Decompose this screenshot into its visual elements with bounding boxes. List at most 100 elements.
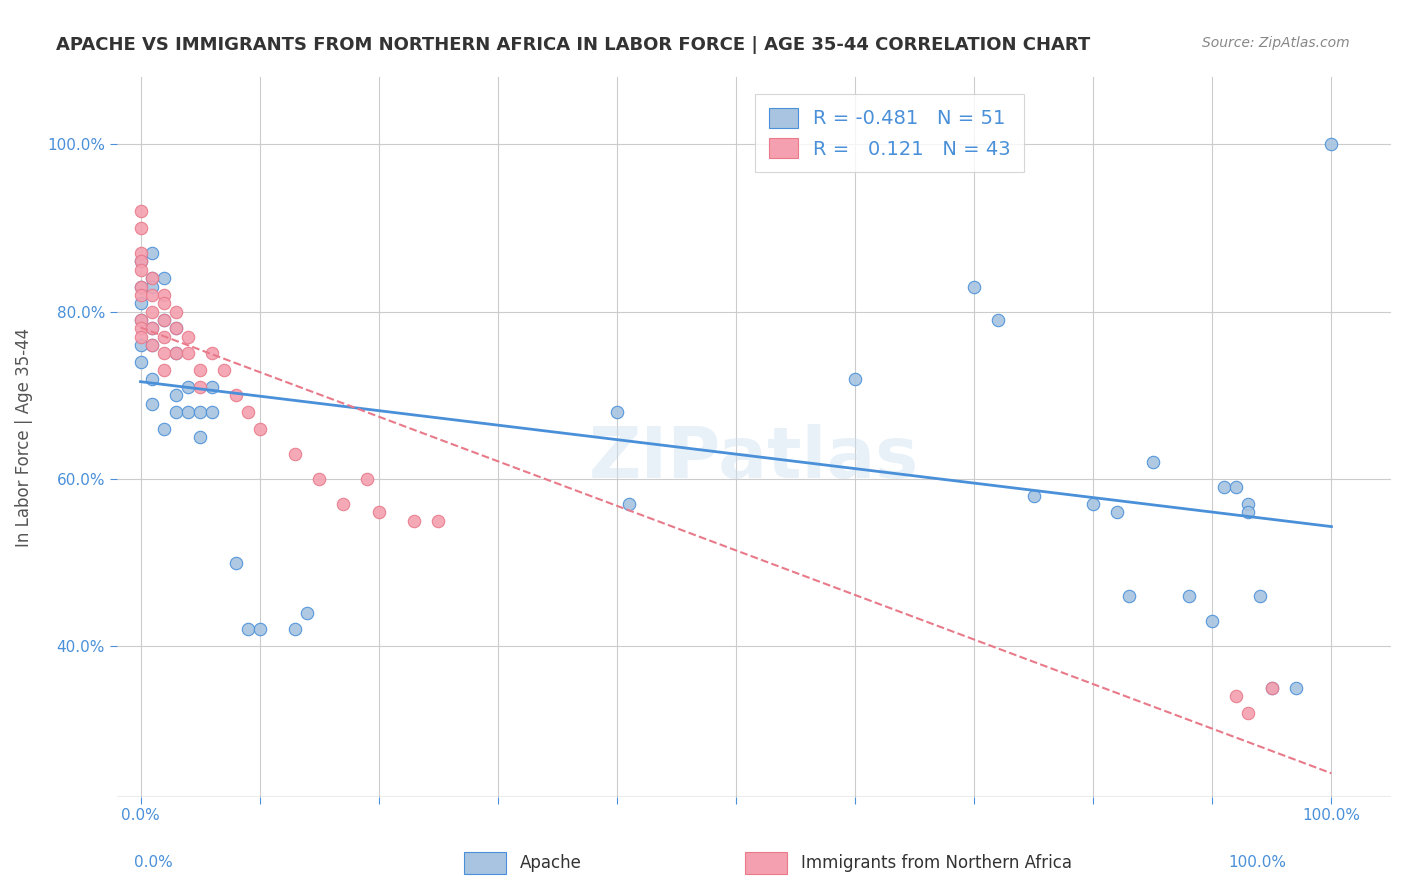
Point bbox=[141, 338, 163, 352]
Point bbox=[617, 497, 640, 511]
Point bbox=[225, 388, 247, 402]
Point bbox=[129, 288, 152, 302]
Point bbox=[153, 288, 176, 302]
Point bbox=[1237, 497, 1260, 511]
Point bbox=[212, 363, 235, 377]
Point bbox=[129, 204, 152, 219]
Point bbox=[1261, 681, 1284, 695]
Point bbox=[1225, 480, 1247, 494]
Point bbox=[165, 321, 187, 335]
Point bbox=[284, 447, 307, 461]
Point bbox=[1083, 497, 1105, 511]
Point bbox=[141, 288, 163, 302]
Point bbox=[141, 271, 163, 285]
Point bbox=[188, 380, 211, 394]
Point bbox=[1118, 589, 1140, 603]
Point bbox=[129, 338, 152, 352]
Point bbox=[332, 497, 354, 511]
Point bbox=[141, 321, 163, 335]
Point bbox=[356, 472, 378, 486]
Point bbox=[129, 254, 152, 268]
Point bbox=[963, 279, 986, 293]
Point bbox=[165, 346, 187, 360]
Point bbox=[1022, 489, 1045, 503]
Point bbox=[404, 514, 426, 528]
Point bbox=[188, 363, 211, 377]
Point bbox=[367, 505, 389, 519]
Point bbox=[177, 405, 200, 419]
Point bbox=[141, 338, 163, 352]
Y-axis label: In Labor Force | Age 35-44: In Labor Force | Age 35-44 bbox=[15, 327, 32, 547]
Legend: R = -0.481   N = 51, R =   0.121   N = 43: R = -0.481 N = 51, R = 0.121 N = 43 bbox=[755, 95, 1025, 172]
Point bbox=[129, 296, 152, 310]
Point bbox=[129, 329, 152, 343]
Point bbox=[129, 254, 152, 268]
Point bbox=[844, 371, 866, 385]
Point bbox=[987, 313, 1010, 327]
Point bbox=[153, 271, 176, 285]
Point bbox=[1225, 690, 1247, 704]
Point bbox=[141, 271, 163, 285]
Point bbox=[129, 262, 152, 277]
Point bbox=[165, 304, 187, 318]
Point bbox=[165, 346, 187, 360]
Point bbox=[236, 623, 259, 637]
Point bbox=[1201, 614, 1223, 628]
Point bbox=[129, 246, 152, 260]
Point bbox=[165, 321, 187, 335]
Point bbox=[201, 380, 224, 394]
Point bbox=[427, 514, 450, 528]
Point bbox=[165, 405, 187, 419]
Point bbox=[141, 304, 163, 318]
Point bbox=[1237, 706, 1260, 720]
Point bbox=[249, 422, 271, 436]
Point bbox=[1320, 137, 1343, 152]
Text: Immigrants from Northern Africa: Immigrants from Northern Africa bbox=[801, 854, 1073, 871]
Point bbox=[1261, 681, 1284, 695]
Point bbox=[129, 313, 152, 327]
Text: ZIPatlas: ZIPatlas bbox=[589, 424, 920, 493]
Point bbox=[1177, 589, 1199, 603]
Point bbox=[284, 623, 307, 637]
Point bbox=[606, 405, 628, 419]
Point bbox=[153, 329, 176, 343]
Point bbox=[177, 346, 200, 360]
Point bbox=[141, 396, 163, 410]
Point bbox=[129, 321, 152, 335]
Point bbox=[129, 313, 152, 327]
Point bbox=[141, 321, 163, 335]
Point bbox=[1142, 455, 1164, 469]
Text: APACHE VS IMMIGRANTS FROM NORTHERN AFRICA IN LABOR FORCE | AGE 35-44 CORRELATION: APACHE VS IMMIGRANTS FROM NORTHERN AFRIC… bbox=[56, 36, 1091, 54]
Point bbox=[249, 623, 271, 637]
Point bbox=[236, 405, 259, 419]
Point bbox=[225, 556, 247, 570]
Point bbox=[129, 221, 152, 235]
Point bbox=[141, 371, 163, 385]
Point bbox=[188, 430, 211, 444]
Point bbox=[201, 405, 224, 419]
Point bbox=[153, 296, 176, 310]
Point bbox=[1107, 505, 1129, 519]
Point bbox=[1249, 589, 1271, 603]
Point bbox=[153, 346, 176, 360]
Point bbox=[153, 422, 176, 436]
Point bbox=[1285, 681, 1308, 695]
Point bbox=[165, 388, 187, 402]
Point bbox=[1213, 480, 1236, 494]
Point bbox=[141, 246, 163, 260]
Text: Apache: Apache bbox=[520, 854, 582, 871]
Point bbox=[129, 355, 152, 369]
Point bbox=[153, 313, 176, 327]
Text: 0.0%: 0.0% bbox=[134, 855, 173, 870]
Point bbox=[188, 405, 211, 419]
Point bbox=[308, 472, 330, 486]
Text: Source: ZipAtlas.com: Source: ZipAtlas.com bbox=[1202, 36, 1350, 50]
Point bbox=[177, 380, 200, 394]
Point bbox=[129, 279, 152, 293]
Point bbox=[177, 329, 200, 343]
Point bbox=[153, 313, 176, 327]
Point bbox=[141, 279, 163, 293]
Point bbox=[201, 346, 224, 360]
Point bbox=[297, 606, 319, 620]
Point bbox=[153, 363, 176, 377]
